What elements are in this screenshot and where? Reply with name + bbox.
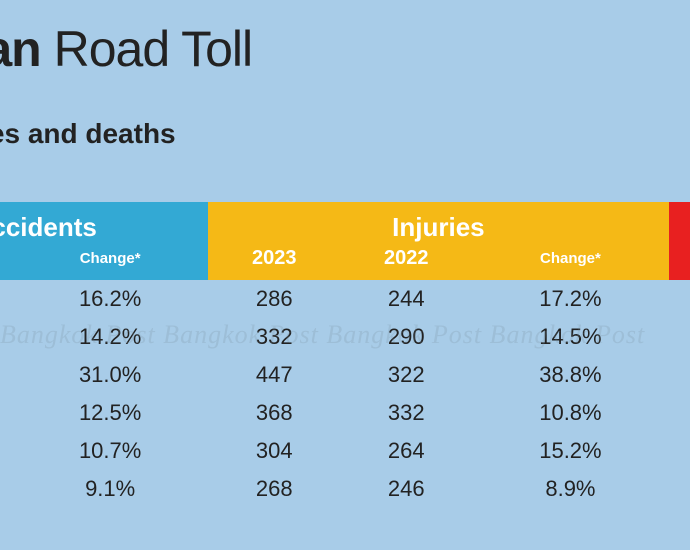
cell-inj-2023: 332: [208, 318, 340, 356]
cell-dth-2023: 40: [669, 318, 690, 356]
col-inj-change: Change*: [472, 245, 668, 280]
table-row: 329 12.5% 368 332 10.8% 51: [0, 394, 690, 432]
title-area: ngkran Road Toll: [0, 0, 690, 88]
cell-acc-2022: 329: [0, 394, 12, 432]
col-inj-2022: 2022: [340, 245, 472, 280]
table-row: 302 14.2% 332 290 14.5% 40: [0, 318, 690, 356]
table-row: 281 10.7% 304 264 15.2% 32: [0, 432, 690, 470]
cell-inj-2022: 290: [340, 318, 472, 356]
col-acc-change: Change*: [12, 245, 208, 280]
cell-inj-2023: 268: [208, 470, 340, 508]
col-inj-2023: 2023: [208, 245, 340, 280]
table-row: 241 16.2% 286 244 17.2% 27: [0, 280, 690, 318]
cell-inj-change: 17.2%: [472, 280, 668, 318]
title-bold: ngkran: [0, 21, 41, 77]
table-body: 241 16.2% 286 244 17.2% 27 302 14.2% 332…: [0, 280, 690, 508]
data-table-wrap: ccidents Injuries 2022 Change* 2023 2022…: [0, 202, 690, 508]
cell-acc-2022: 335: [0, 356, 12, 394]
cell-inj-change: 38.8%: [472, 356, 668, 394]
cell-inj-2023: 368: [208, 394, 340, 432]
table-sub-header: 2022 Change* 2023 2022 Change* 2023: [0, 245, 690, 280]
cell-inj-change: 8.9%: [472, 470, 668, 508]
cell-inj-2022: 246: [340, 470, 472, 508]
subtitle-area: ts, injuries and deaths 16, 2023): [0, 118, 690, 182]
cell-dth-2023: 36: [669, 470, 690, 508]
table-row: 241 9.1% 268 246 8.9% 36: [0, 470, 690, 508]
table-group-header: ccidents Injuries: [0, 202, 690, 245]
cell-inj-2022: 322: [340, 356, 472, 394]
group-injuries: Injuries: [208, 202, 668, 245]
page-title: ngkran Road Toll: [0, 20, 690, 78]
cell-dth-2023: 50: [669, 356, 690, 394]
road-toll-table: ccidents Injuries 2022 Change* 2023 2022…: [0, 202, 690, 508]
cell-acc-2022: 302: [0, 318, 12, 356]
col-dth-2023: 2023: [669, 245, 690, 280]
group-accidents: ccidents: [0, 202, 208, 245]
col-acc-2022: 2022: [0, 245, 12, 280]
cell-inj-2023: 304: [208, 432, 340, 470]
cell-inj-2022: 332: [340, 394, 472, 432]
cell-dth-2023: 32: [669, 432, 690, 470]
cell-acc-change: 9.1%: [12, 470, 208, 508]
cell-inj-2023: 447: [208, 356, 340, 394]
cell-dth-2023: 27: [669, 280, 690, 318]
cell-inj-2022: 244: [340, 280, 472, 318]
date-range: 16, 2023): [0, 150, 690, 182]
cell-acc-2022: 241: [0, 280, 12, 318]
cell-inj-2022: 264: [340, 432, 472, 470]
table-row: 335 31.0% 447 322 38.8% 50: [0, 356, 690, 394]
cell-inj-change: 15.2%: [472, 432, 668, 470]
cell-acc-2022: 281: [0, 432, 12, 470]
title-light: Road Toll: [41, 21, 252, 77]
cell-dth-2023: 51: [669, 394, 690, 432]
infographic-container: ngkran Road Toll ts, injuries and deaths…: [0, 0, 690, 550]
cell-inj-2023: 286: [208, 280, 340, 318]
group-deaths: [669, 202, 690, 245]
cell-acc-change: 31.0%: [12, 356, 208, 394]
cell-inj-change: 14.5%: [472, 318, 668, 356]
cell-acc-2022: 241: [0, 470, 12, 508]
cell-acc-change: 10.7%: [12, 432, 208, 470]
subtitle-line: ts, injuries and deaths: [0, 118, 690, 150]
cell-inj-change: 10.8%: [472, 394, 668, 432]
cell-acc-change: 16.2%: [12, 280, 208, 318]
cell-acc-change: 12.5%: [12, 394, 208, 432]
cell-acc-change: 14.2%: [12, 318, 208, 356]
